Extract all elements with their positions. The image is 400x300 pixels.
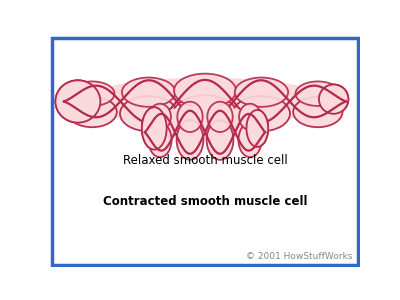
- Ellipse shape: [172, 95, 238, 135]
- Ellipse shape: [56, 80, 100, 123]
- Ellipse shape: [233, 96, 290, 131]
- Text: © 2001 HowStuffWorks: © 2001 HowStuffWorks: [246, 252, 352, 261]
- Ellipse shape: [177, 102, 203, 132]
- Ellipse shape: [246, 110, 268, 147]
- Ellipse shape: [81, 78, 329, 125]
- Ellipse shape: [319, 85, 348, 114]
- Text: Relaxed smooth muscle cell: Relaxed smooth muscle cell: [123, 154, 287, 167]
- Ellipse shape: [70, 81, 114, 106]
- Ellipse shape: [207, 120, 233, 160]
- Ellipse shape: [238, 123, 262, 157]
- Ellipse shape: [239, 104, 261, 130]
- Ellipse shape: [56, 80, 100, 123]
- Ellipse shape: [148, 123, 172, 157]
- Ellipse shape: [246, 110, 268, 147]
- Ellipse shape: [177, 120, 203, 160]
- Ellipse shape: [122, 77, 175, 107]
- Ellipse shape: [142, 107, 167, 150]
- Ellipse shape: [296, 81, 340, 106]
- Ellipse shape: [149, 104, 171, 130]
- Ellipse shape: [151, 106, 259, 140]
- Text: Contracted smooth muscle cell: Contracted smooth muscle cell: [103, 195, 307, 208]
- Ellipse shape: [235, 77, 288, 107]
- Ellipse shape: [174, 74, 236, 108]
- Ellipse shape: [207, 102, 233, 132]
- Ellipse shape: [68, 97, 117, 127]
- Ellipse shape: [120, 96, 177, 131]
- Ellipse shape: [142, 107, 167, 150]
- Ellipse shape: [293, 97, 342, 127]
- Ellipse shape: [319, 85, 348, 114]
